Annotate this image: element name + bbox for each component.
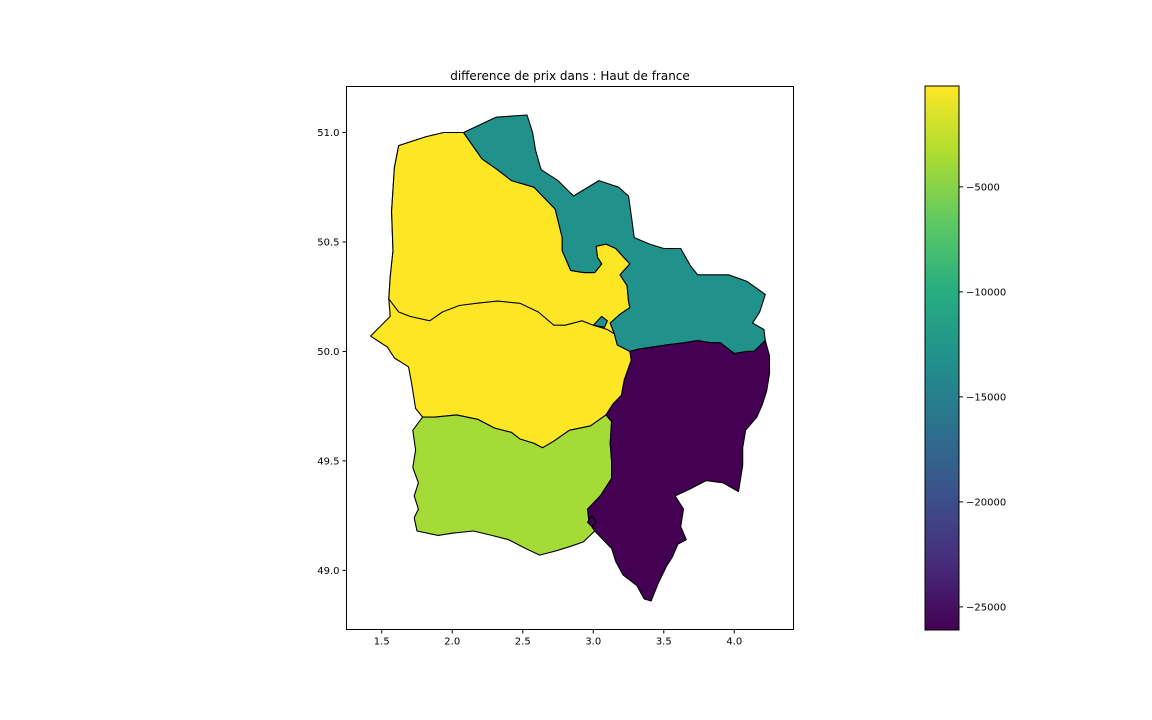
chart-title: difference de prix dans : Haut de france bbox=[450, 69, 690, 83]
map-region bbox=[587, 339, 771, 602]
x-tick-label: 3.5 bbox=[656, 637, 672, 648]
x-axis: 1.5 2.0 2.5 3.0 3.5 4.0 bbox=[374, 629, 742, 648]
x-tick-label: 1.5 bbox=[374, 637, 390, 648]
y-tick-label: 49.0 bbox=[317, 566, 339, 577]
y-tick-label: 50.0 bbox=[317, 347, 339, 358]
colorbar-tick-label: −5000 bbox=[966, 182, 1000, 193]
colorbar-tick-label: −20000 bbox=[966, 497, 1006, 508]
x-tick-label: 2.5 bbox=[515, 637, 531, 648]
colorbar-tick-label: −10000 bbox=[966, 287, 1006, 298]
y-tick-label: 51.0 bbox=[317, 128, 339, 139]
map-regions bbox=[369, 114, 771, 602]
y-axis: 49.0 49.5 50.0 50.5 51.0 bbox=[317, 128, 347, 577]
colorbar bbox=[924, 85, 960, 631]
colorbar-axis: −5000 −10000 −15000 −20000 −25000 bbox=[959, 182, 1006, 613]
map-region bbox=[587, 515, 597, 528]
x-tick-label: 3.0 bbox=[585, 637, 601, 648]
map-region bbox=[412, 414, 613, 556]
colorbar-tick-label: −25000 bbox=[966, 602, 1006, 613]
x-tick-label: 2.0 bbox=[444, 637, 460, 648]
map-region bbox=[592, 315, 608, 328]
colorbar-tick-label: −15000 bbox=[966, 392, 1006, 403]
y-tick-label: 50.5 bbox=[317, 237, 339, 248]
x-tick-label: 4.0 bbox=[726, 637, 742, 648]
y-tick-label: 49.5 bbox=[317, 456, 339, 467]
map-axes-frame bbox=[346, 86, 794, 630]
